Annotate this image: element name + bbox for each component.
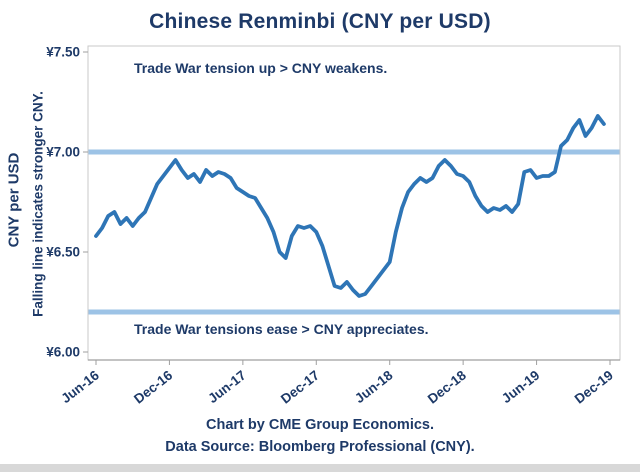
chart-title: Chinese Renminbi (CNY per USD) [149, 10, 491, 33]
y-tick-label: ¥6.00 [46, 345, 80, 360]
footer-data-source: Data Source: Bloomberg Professional (CNY… [165, 439, 475, 455]
y-tick-label: ¥6.50 [46, 245, 80, 260]
reference-band [88, 149, 620, 155]
x-tick-label: Jun-18 [352, 367, 396, 406]
x-tick-label: Dec-18 [425, 367, 470, 406]
cny-price-line [94, 114, 606, 298]
footer-chart-credit: Chart by CME Group Economics. [206, 417, 434, 433]
reference-band [88, 309, 620, 315]
annotation-trade-war-ease: Trade War tensions ease > CNY appreciate… [134, 321, 429, 337]
x-tick-label: Jun-16 [58, 367, 102, 406]
x-tick-label: Jun-17 [205, 368, 249, 407]
y-tick-label: ¥7.50 [46, 45, 80, 60]
x-tick-label: Dec-17 [278, 368, 322, 407]
annotation-trade-war-up: Trade War tension up > CNY weakens. [134, 60, 388, 76]
y-axis-subtitle: Falling line indicates stronger CNY. [30, 91, 46, 317]
x-tick-label: Dec-16 [131, 367, 176, 406]
x-tick-label: Jun-19 [499, 368, 543, 407]
y-tick-label: ¥7.00 [46, 145, 80, 160]
bottom-strip [0, 464, 640, 472]
y-axis-title: CNY per USD [5, 152, 23, 248]
x-tick-label: Dec-19 [572, 368, 616, 407]
